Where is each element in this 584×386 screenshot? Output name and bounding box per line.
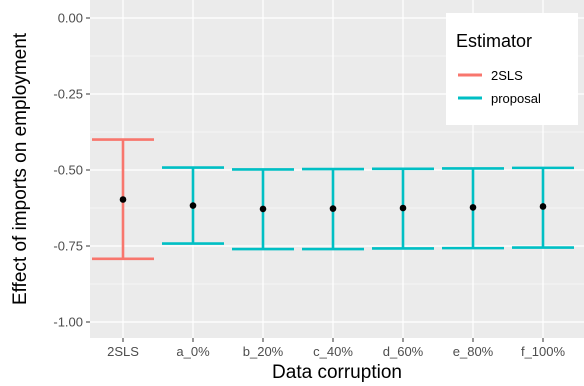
estimate-point [119,196,127,203]
x-tick-label: 2SLS [107,344,139,359]
x-tick-label: c_40% [313,344,353,359]
y-tick-label: -0.75 [53,239,83,254]
estimate-point [539,203,547,210]
legend-box [446,13,578,125]
y-tick-label: 0.00 [58,11,83,26]
x-tick-label: b_20% [243,344,284,359]
estimate-point [399,204,407,212]
x-tick-label: a_0% [176,344,210,359]
legend-label-2sls: 2SLS [491,68,523,83]
y-tick-label: -1.00 [53,315,83,330]
legend-label-proposal: proposal [491,91,541,106]
x-axis: 2SLS a_0% b_20% c_40% d_60% e_80% f_100% [107,338,565,359]
estimate-points [119,196,547,213]
y-axis-title: Effect of imports on employment [10,32,31,305]
x-axis-title: Data corruption [272,362,402,383]
x-tick-label: f_100% [521,344,566,359]
legend-title: Estimator [456,31,532,51]
estimate-point [189,202,197,209]
legend: Estimator 2SLS proposal [446,13,578,125]
y-tick-label: -0.25 [53,87,83,102]
x-tick-label: e_80% [453,344,494,359]
estimate-point [469,204,477,211]
estimate-point [259,205,267,213]
y-tick-label: -0.50 [53,163,83,178]
estimate-point [329,205,337,212]
x-tick-label: d_60% [383,344,424,359]
y-axis: 0.00 -0.25 -0.50 -0.75 -1.00 [53,11,90,330]
